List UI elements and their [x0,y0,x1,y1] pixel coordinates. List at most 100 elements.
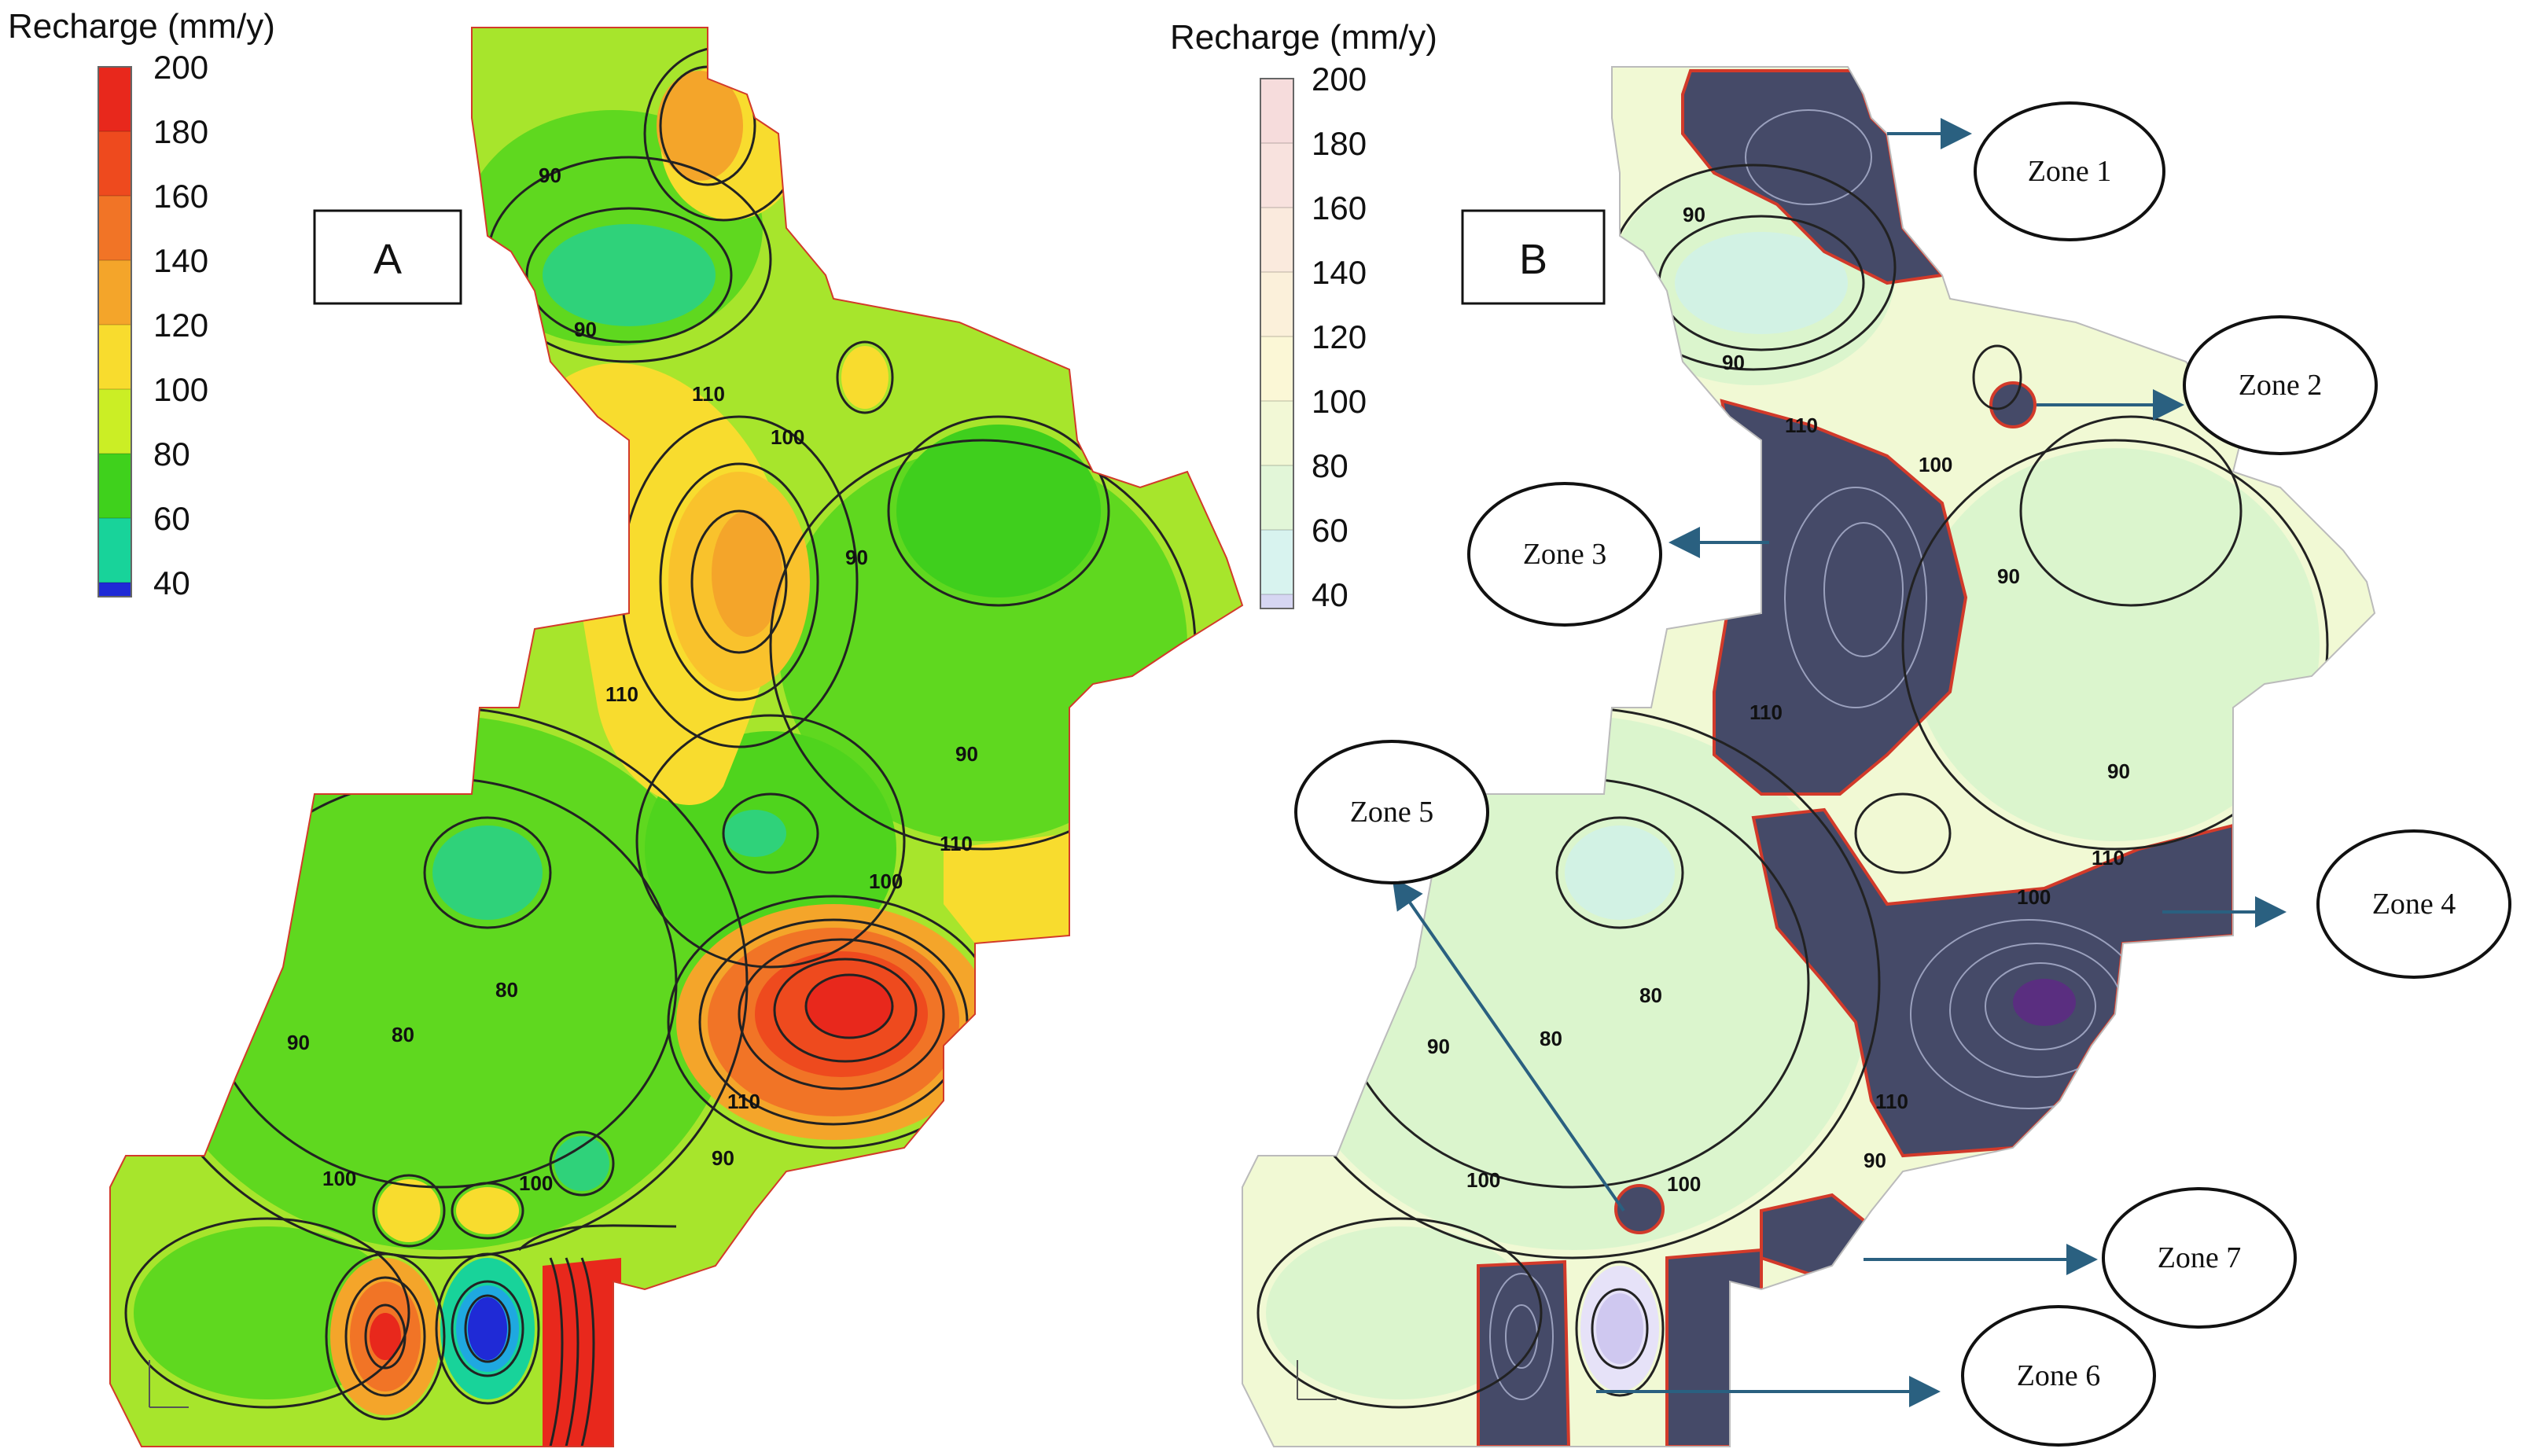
zone-2-callout: Zone 2 [2183,315,2378,455]
contour-label: 90 [845,546,868,569]
contour-label: 110 [2092,846,2125,870]
panel-b-label: B [1461,209,1606,305]
contour-label: 90 [712,1146,734,1170]
zone-5-label: Zone 5 [1350,796,1434,829]
contour-label: 100 [1919,453,1952,476]
map-b-contour-labels: 90 90 110 100 90 110 90 110 100 80 80 90… [1427,203,2130,1196]
zone-7-label: Zone 7 [2158,1241,2242,1274]
zone-7-callout: Zone 7 [2102,1187,2297,1329]
contour-label: 80 [495,978,518,1002]
legend-b-swatch [1260,208,1293,272]
zone-4-label: Zone 4 [2372,888,2456,921]
legend-b-tick-label: 200 [1312,61,1367,97]
legend-a-swatch [98,196,131,260]
zone-3-label: Zone 3 [1523,538,1607,571]
legend-a-tick-label: 60 [153,500,190,537]
legend-a-tick-label: 160 [153,178,208,215]
legend-b-tick-label: 180 [1312,125,1367,162]
axis-glyph-b [1297,1360,1337,1400]
contour-label: 110 [1785,414,1818,437]
zone-5-arrow [1392,877,1625,1212]
legend-b-tick-label: 160 [1312,189,1367,226]
contour-label: 90 [1864,1149,1886,1172]
panel-a-label: A [313,209,462,305]
legend-b-swatch [1260,336,1293,401]
contour-label: 90 [287,1031,310,1054]
legend-a-tick-label: 100 [153,371,208,408]
zone-labels: Zone 1 Zone 2 Zone 3 Zone 4 Zone 5 Zone … [1294,101,2511,1447]
contour-label: 110 [727,1090,760,1113]
zone-1-label: Zone 1 [2028,155,2112,188]
contour-label: 100 [322,1167,356,1190]
zone-5-callout: Zone 5 [1294,740,1489,884]
legend-a-title: Recharge (mm/y) [8,7,275,46]
legend-a: Recharge (mm/y) 200 180 160 140 120 100 80 60 40 [8,7,275,601]
legend-a-tick-label: 120 [153,307,208,344]
contour-label: 80 [1639,984,1662,1007]
contour-label: 90 [2107,759,2130,783]
legend-b-colorbar [1260,78,1294,609]
legend-b-tick-label: 40 [1312,576,1348,613]
contour-label: 90 [574,318,597,341]
zone-6-area-east [1665,1248,1763,1447]
legend-b-swatch [1260,401,1293,465]
legend-b-tick-label: 140 [1312,254,1367,291]
zone-6-label: Zone 6 [2017,1359,2101,1392]
legend-b-tick-label: 60 [1312,512,1348,549]
legend-a-tick-label: 140 [153,242,208,279]
legend-b-ticks: 200 180 160 140 120 100 80 60 40 [1312,61,1367,613]
legend-a-swatch [98,518,131,583]
contour-label: 80 [1540,1027,1562,1050]
map-a: 90 90 110 100 90 110 90 110 100 80 80 90… [109,27,1243,1447]
contour-label: 110 [605,682,638,706]
legend-b-swatch [1260,530,1293,594]
contour-label: 100 [519,1171,553,1195]
contour-label: 110 [1750,700,1783,724]
legend-a-swatch [98,454,131,518]
contour-label: 90 [1683,203,1705,226]
zone-5-area [1614,1184,1665,1234]
contour-label: 110 [1875,1090,1908,1113]
zone-4-callout: Zone 4 [2316,829,2511,979]
legend-a-tick-label: 80 [153,436,190,472]
legend-a-colorbar [98,66,132,597]
axis-glyph-a [149,1360,189,1408]
legend-a-swatch [98,131,131,196]
legend-a-swatch [98,325,131,389]
zone-2-label: Zone 2 [2239,369,2323,402]
legend-b-swatch [1260,79,1293,143]
legend-a-tick-label: 200 [153,49,208,86]
legend-a-ticks: 200 180 160 140 120 100 80 60 40 [153,49,208,601]
contour-label: 90 [1722,351,1745,374]
legend-b-tick-label: 100 [1312,383,1367,420]
panel-b-letter: B [1519,236,1547,283]
contour-label: 110 [692,382,725,406]
contour-label: 100 [2017,885,2051,909]
contour-label: 100 [1667,1172,1701,1196]
contour-label: 100 [869,870,903,893]
contour-label: 90 [1997,564,2020,588]
legend-b-swatch [1260,272,1293,336]
legend-b-tick-label: 80 [1312,447,1348,484]
contour-label: 90 [1427,1035,1450,1058]
zone-1-callout: Zone 1 [1974,101,2165,241]
zone-6-area [1477,1259,1571,1447]
zone-2-area [1989,381,2036,428]
contour-label: 100 [1466,1168,1500,1192]
map-a-contour-labels: 90 90 110 100 90 110 90 110 100 80 80 90… [287,164,978,1195]
legend-a-tick-label: 180 [153,113,208,150]
panel-a-letter: A [373,236,402,283]
legend-b: Recharge (mm/y) 200 180 160 140 120 100 80 60 40 [1170,18,1437,613]
legend-b-tick-label: 120 [1312,318,1367,355]
legend-b-swatch [1260,143,1293,208]
contour-label: 100 [771,425,804,449]
legend-a-swatch [98,260,131,325]
legend-b-swatch [1260,465,1293,530]
legend-a-swatch [98,389,131,454]
contour-label: 80 [392,1023,414,1046]
legend-b-swatch [1260,594,1293,609]
legend-a-tick-label: 40 [153,564,190,601]
zone-callouts [1392,118,2287,1407]
legend-a-swatch [98,67,131,131]
